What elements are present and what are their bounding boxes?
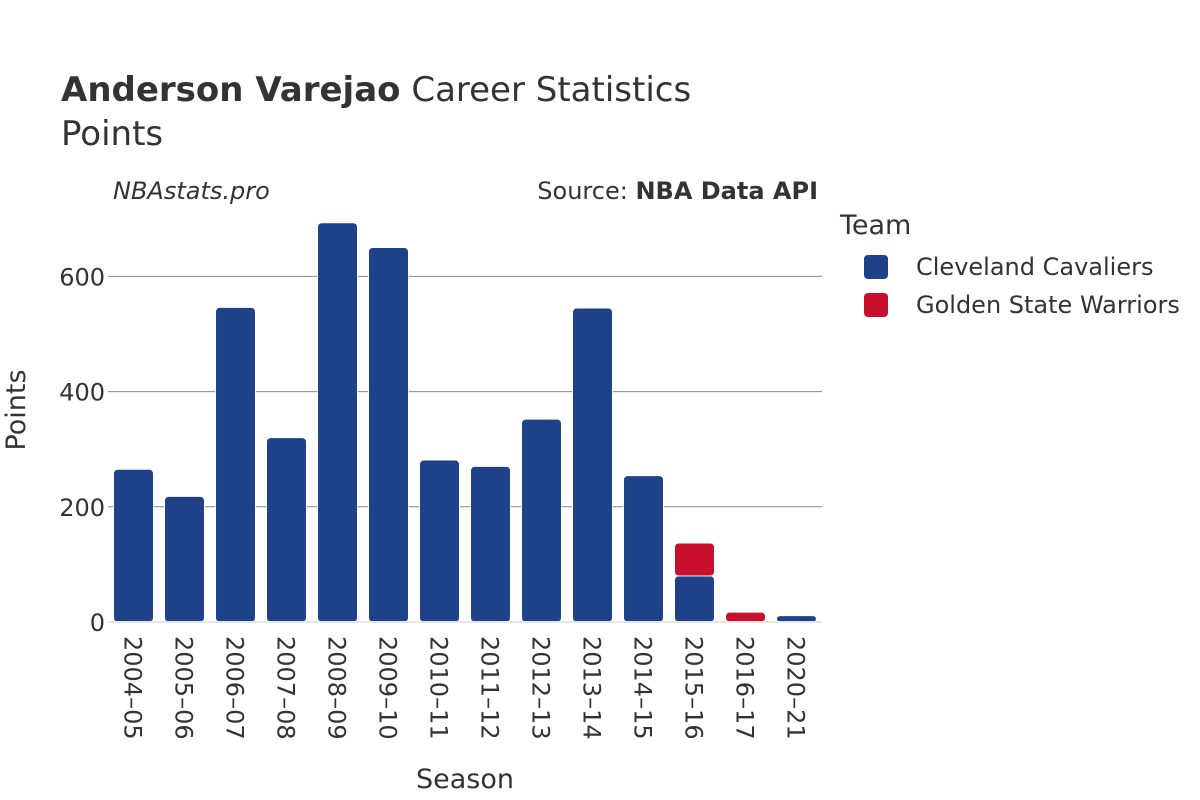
legend-item-cavaliers[interactable]: Cleveland Cavaliers	[864, 253, 1153, 281]
bar-cleveland-cavaliers-2012–13[interactable]	[521, 418, 562, 623]
bar-golden-state-warriors-2015–16[interactable]	[674, 542, 715, 577]
x-tick-label: 2016–17	[731, 636, 759, 740]
site-watermark: NBAstats.pro	[113, 177, 270, 205]
legend-item-warriors[interactable]: Golden State Warriors	[864, 291, 1180, 319]
bar-cleveland-cavaliers-2011–12[interactable]	[470, 466, 511, 623]
x-tick-label: 2015–16	[680, 636, 708, 740]
legend-title: Team	[840, 210, 912, 241]
axes: 0 200 400 600 2004–05 2005–06 2006–07 2007–08 20…	[59, 263, 822, 740]
x-axis-title: Season	[416, 764, 514, 795]
y-tick-label: 400	[59, 379, 105, 407]
gridlines	[108, 275, 822, 508]
x-tick-label: 2011–12	[476, 636, 504, 740]
legend-label-warriors: Golden State Warriors	[916, 291, 1180, 319]
bar-cleveland-cavaliers-2005–06[interactable]	[164, 496, 205, 623]
bar-cleveland-cavaliers-2008–09[interactable]	[317, 222, 358, 623]
x-tick-label: 2008–09	[323, 636, 351, 740]
bar-golden-state-warriors-2016–17[interactable]	[725, 611, 766, 623]
bar-cleveland-cavaliers-2009–10[interactable]	[368, 247, 409, 623]
legend-swatch-warriors	[864, 293, 888, 317]
title-suffix: Career Statistics	[400, 70, 692, 110]
bar-cleveland-cavaliers-2004–05[interactable]	[113, 468, 154, 623]
bar-cleveland-cavaliers-2014–15[interactable]	[623, 475, 664, 623]
x-tick-label: 2010–11	[425, 636, 453, 740]
y-axis-title: Points	[1, 369, 32, 450]
bar-cleveland-cavaliers-2006–07[interactable]	[215, 307, 256, 623]
x-tick-label: 2009–10	[374, 636, 402, 740]
player-name: Anderson Varejao	[61, 70, 401, 110]
bar-cleveland-cavaliers-2010–11[interactable]	[419, 459, 460, 623]
source-note: Source: NBA Data API	[537, 177, 818, 205]
bar-cleveland-cavaliers-2013–14[interactable]	[572, 307, 613, 623]
chart-title: Anderson Varejao Career Statistics	[61, 68, 691, 112]
x-tick-label: 2005–06	[170, 636, 198, 740]
x-tick-label: 2013–14	[578, 636, 606, 740]
y-tick-label: 200	[59, 494, 105, 522]
y-tick-label: 600	[59, 263, 105, 291]
bar-cleveland-cavaliers-2007–08[interactable]	[266, 437, 307, 623]
chart-subtitle: Points	[61, 114, 164, 154]
x-tick-label: 2012–13	[527, 636, 555, 740]
source-label: Source:	[537, 177, 636, 205]
x-tick-label: 2020–21	[782, 636, 810, 740]
legend-swatch-cavaliers	[864, 255, 888, 279]
y-tick-label: 0	[90, 609, 105, 637]
x-tick-label: 2006–07	[221, 636, 249, 740]
bar-cleveland-cavaliers-2015–16[interactable]	[674, 575, 715, 623]
x-tick-label: 2004–05	[119, 636, 147, 740]
source-value: NBA Data API	[635, 177, 818, 205]
bars	[113, 222, 817, 623]
x-tick-label: 2014–15	[629, 636, 657, 740]
legend-label-cavaliers: Cleveland Cavaliers	[916, 253, 1154, 281]
x-tick-label: 2007–08	[272, 636, 300, 740]
